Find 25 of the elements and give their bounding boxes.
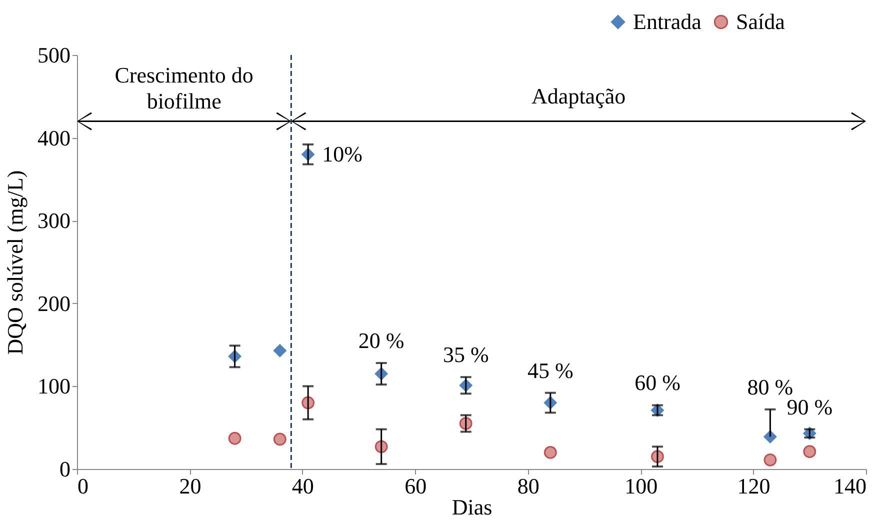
y-tick-label: 500 xyxy=(38,42,70,68)
y-tick-label: 300 xyxy=(38,208,70,234)
annotation: 10% xyxy=(322,141,362,166)
y-tick-label: 100 xyxy=(38,374,70,399)
y-tick-label: 400 xyxy=(38,125,70,150)
annotation: 45 % xyxy=(527,358,574,383)
y-axis-title: DQO solúvel (mg/L) xyxy=(2,170,28,355)
y-tick-label: 200 xyxy=(38,290,70,316)
legend-label: Entrada xyxy=(633,9,702,34)
annotation: 60 % xyxy=(634,370,680,396)
x-tick-label: 120 xyxy=(737,474,770,498)
annotation: 20 % xyxy=(358,328,404,354)
annotation: Adaptação xyxy=(532,83,626,108)
x-tick-label: 60 xyxy=(404,474,427,498)
x-tick-label: 0 xyxy=(78,474,88,498)
annotation: 35 % xyxy=(442,342,489,368)
y-tick-label: 0 xyxy=(60,456,70,482)
x-tick-label: 40 xyxy=(292,474,314,498)
x-tick-label: 80 xyxy=(517,474,540,498)
x-tick-label: 100 xyxy=(624,474,658,498)
legend-label: Saída xyxy=(736,9,786,34)
x-axis-title: Dias xyxy=(452,494,492,520)
annotation: Crescimento do biofilme xyxy=(114,62,254,114)
x-tick-label: 20 xyxy=(179,474,202,498)
x-tick-label: 140 xyxy=(834,474,866,498)
